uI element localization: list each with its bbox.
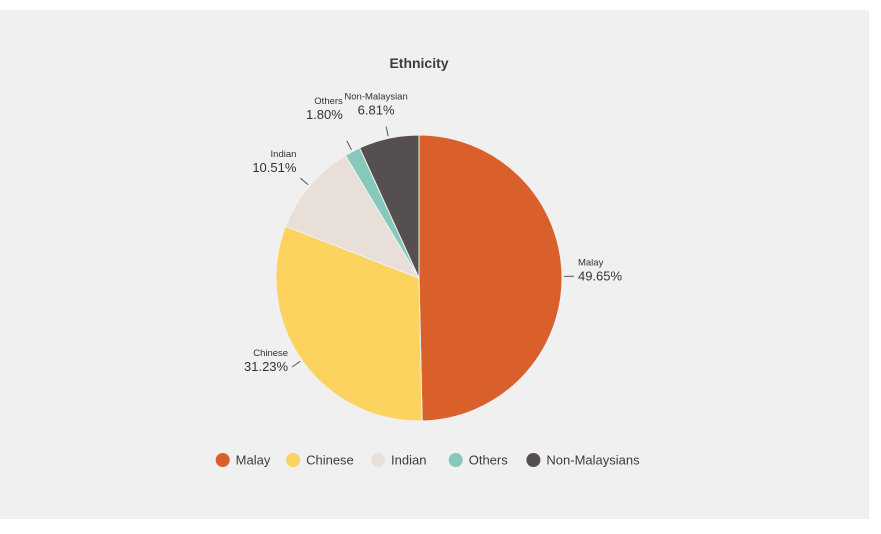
slice-value-non-malaysian: 6.81% [358,103,395,118]
slice-label-chinese: Chinese [253,348,288,359]
pie-slice-chinese [275,225,423,422]
legend-label-chinese: Chinese [306,453,354,468]
slice-label-indian: Indian [271,149,297,160]
legend-swatch-indian [371,453,386,467]
legend-label-malay: Malay [236,453,271,468]
slice-label-malay: Malay [578,257,604,268]
slice-label-non-malaysian: Non-Malaysian [344,92,407,103]
legend-label-indian: Indian [391,453,426,468]
legend-label-non-malaysians: Non-Malaysians [546,453,640,468]
chart-title: Ethnicity [389,55,448,71]
legend-swatch-chinese [286,453,301,467]
legend: Malay Chinese Indian Others Non-Malaysians [215,453,640,468]
slice-value-malay: 49.65% [578,268,623,283]
leader-line-indian [300,177,309,186]
pie-slice-malay [418,134,563,422]
leader-line-chinese [291,360,301,368]
slice-value-others: 1.80% [306,107,343,122]
legend-swatch-non-malaysians [526,453,541,467]
pie-slice-indian [285,154,421,279]
legend-swatch-others [448,453,463,467]
leader-line-non-malaysian [385,126,389,137]
pie-slices [275,134,563,422]
slice-value-chinese: 31.23% [244,359,289,374]
slice-label-others: Others [314,96,343,107]
legend-label-others: Others [469,453,509,468]
pie-slice-non-malaysian [359,134,420,279]
leader-line-others [346,140,352,150]
legend-swatch-malay [215,453,230,467]
slice-value-indian: 10.51% [252,160,297,175]
